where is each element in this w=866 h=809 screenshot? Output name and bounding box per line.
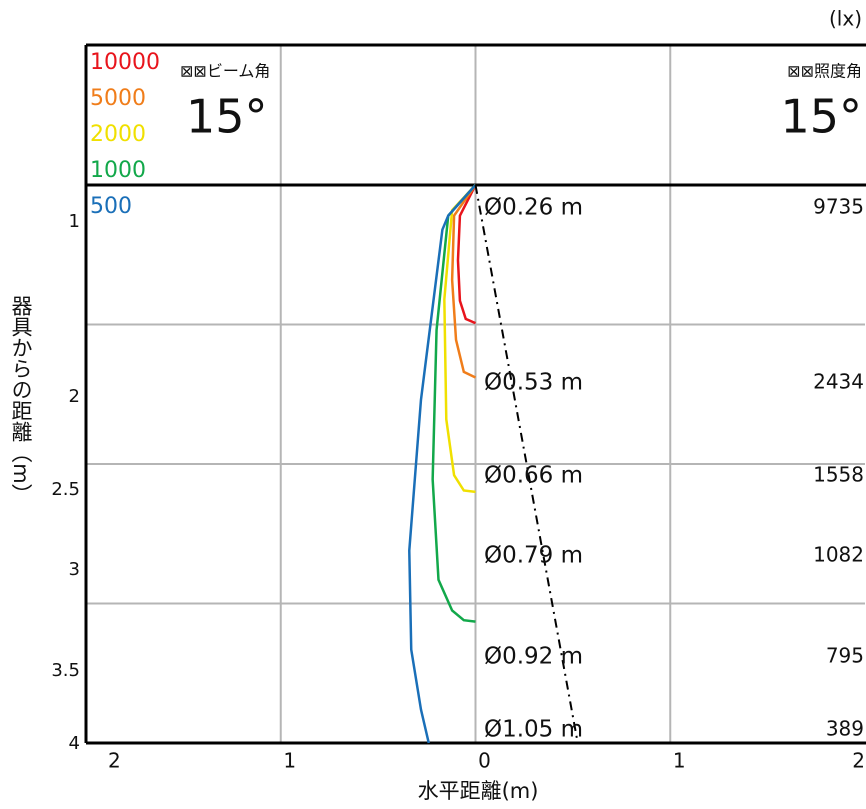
diameter-label: Ø1.05 m [484,717,583,743]
x-tick-label: 1 [673,749,686,773]
diameter-label: Ø0.53 m [484,370,583,396]
diameter-label: Ø0.79 m [484,543,583,569]
isolux-curve [456,184,477,325]
lux-label: 2434 [813,370,864,394]
diameter-label: Ø0.92 m [484,644,583,670]
isolux-curve [431,184,477,623]
distance-label: 1 [69,211,80,232]
distance-label: 4 [69,733,80,754]
legend-entry: 1000 [90,158,146,183]
distance-label: 3.5 [51,660,80,681]
legend-entry: 500 [90,194,132,219]
isolux-curve [408,184,477,744]
beam-angle-label: ⊠⊠ビーム角 [180,62,270,81]
beam-angle: 15° [186,90,268,144]
x-tick-label: 2 [852,749,865,773]
lux-label: 795 [826,644,864,668]
legend-entry: 10000 [90,50,160,75]
lux-label: 389 [826,717,864,741]
field-angle: 15° [780,90,862,144]
x-tick-label: 2 [108,749,121,773]
lux-label: 1558 [813,463,864,487]
legend-entry: 5000 [90,86,146,111]
unit-label: (lx) [829,7,862,31]
legend-entry: 2000 [90,122,146,147]
lux-label: 9735 [813,195,864,219]
distance-label: 2 [69,386,80,407]
x-tick-label: 1 [283,749,296,773]
x-axis-label: 水平距離(m) [418,779,539,803]
field-angle-label: ⊠⊠照度角 [787,62,862,81]
distance-label: 3 [69,559,80,580]
distance-label: 2.5 [51,479,80,500]
diameter-label: Ø0.66 m [484,463,583,489]
y-axis-label: 器具からの距離（m） [9,295,33,504]
isolux-curve [450,184,477,379]
lux-label: 1082 [813,543,864,567]
x-tick-label: 0 [478,749,491,773]
diameter-label: Ø0.26 m [484,195,583,221]
